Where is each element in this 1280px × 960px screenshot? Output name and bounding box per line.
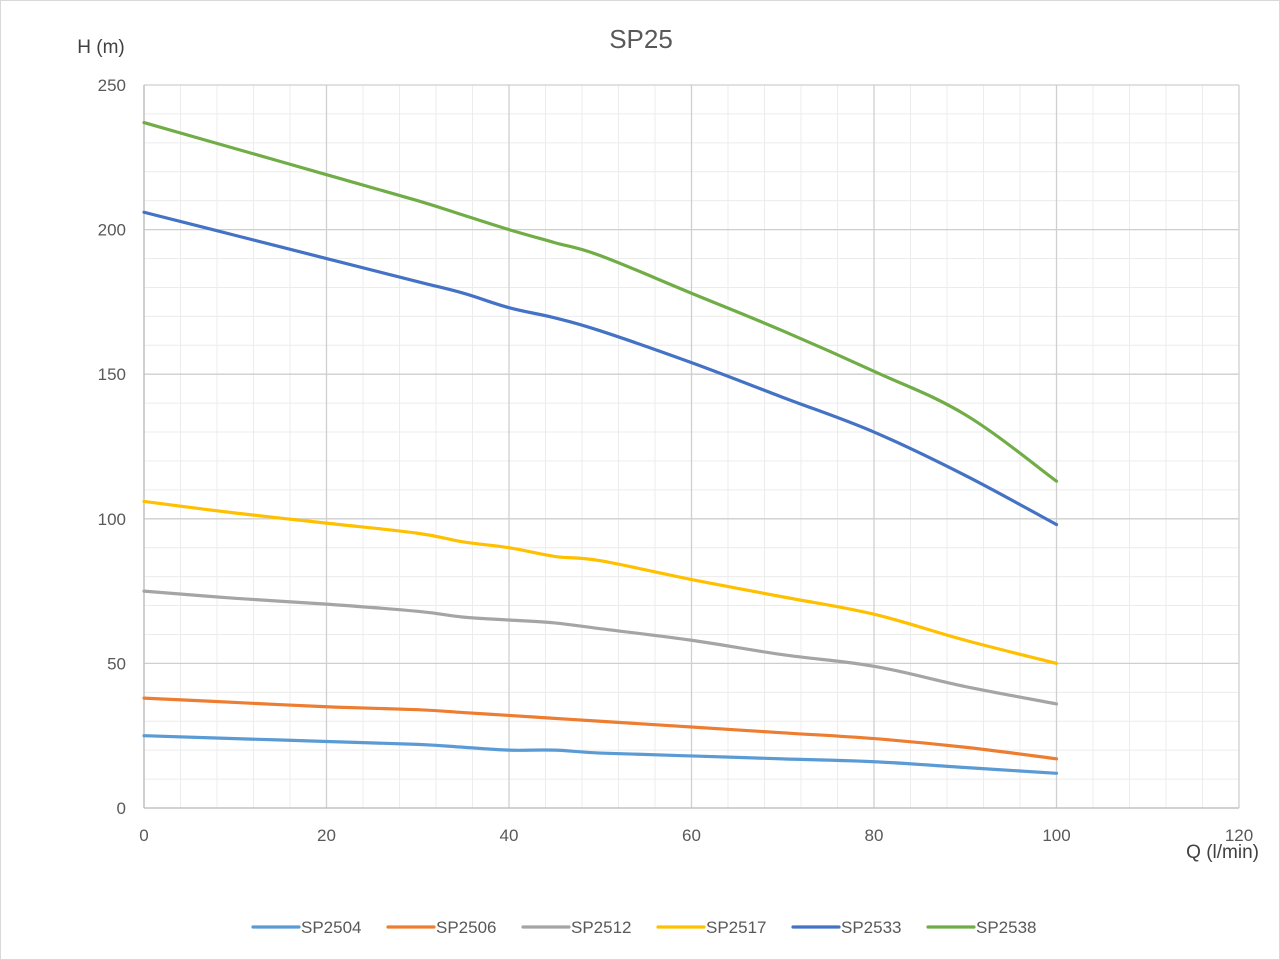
legend-label: SP2538 [976,918,1037,937]
legend-item-sp2512: SP2512 [521,918,632,937]
y-tick-label: 200 [98,221,126,240]
series-line-sp2533 [142,210,1059,527]
x-tick-label: 20 [317,826,336,845]
y-tick-label: 50 [107,654,126,673]
series-line-sp2504 [142,734,1059,775]
legend-label: SP2506 [436,918,497,937]
x-tick-label: 60 [682,826,701,845]
series-line-sp2506 [142,696,1059,761]
legend-item-sp2506: SP2506 [386,918,497,937]
legend: SP2504 SP2506 SP2512 SP2517 SP2533 SP2538 [251,918,1037,937]
x-axis-label: Q (l/min) [1186,842,1259,863]
series-line-sp2538 [142,121,1059,483]
x-tick-label: 120 [1225,826,1253,845]
major-gridlines [143,84,1240,809]
legend-label: SP2512 [571,918,632,937]
y-tick-labels: 0 50 100 150 200 250 [98,76,126,818]
legend-label: SP2517 [706,918,767,937]
y-tick-label: 150 [98,365,126,384]
y-tick-label: 250 [98,76,126,95]
legend-item-sp2538: SP2538 [926,918,1037,937]
x-tick-label: 100 [1042,826,1070,845]
legend-label: SP2533 [841,918,902,937]
chart-title: SP25 [609,24,673,54]
series-lines [142,121,1059,775]
legend-item-sp2504: SP2504 [251,918,362,937]
x-tick-labels: 0 20 40 60 80 100 120 [139,826,1253,845]
legend-label: SP2504 [301,918,362,937]
legend-item-sp2533: SP2533 [791,918,902,937]
x-tick-label: 80 [865,826,884,845]
axes [143,85,1239,809]
y-tick-label: 0 [117,799,126,818]
x-tick-label: 0 [139,826,148,845]
series-line-sp2512 [142,589,1059,706]
y-axis-label: H (m) [77,37,124,58]
series-line-sp2517 [142,499,1059,665]
y-tick-label: 100 [98,510,126,529]
x-tick-label: 40 [500,826,519,845]
legend-item-sp2517: SP2517 [656,918,767,937]
